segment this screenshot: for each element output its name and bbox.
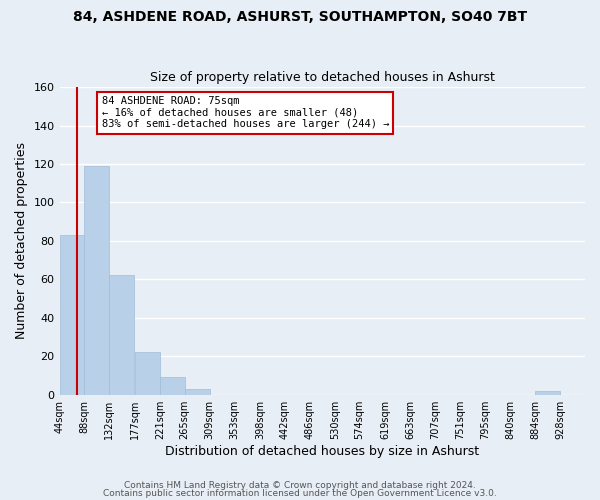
Text: Contains public sector information licensed under the Open Government Licence v3: Contains public sector information licen… — [103, 488, 497, 498]
Bar — [160, 378, 185, 394]
Bar — [135, 352, 160, 395]
Text: 84, ASHDENE ROAD, ASHURST, SOUTHAMPTON, SO40 7BT: 84, ASHDENE ROAD, ASHURST, SOUTHAMPTON, … — [73, 10, 527, 24]
Bar — [185, 389, 209, 394]
Y-axis label: Number of detached properties: Number of detached properties — [15, 142, 28, 340]
Bar — [85, 166, 109, 394]
Title: Size of property relative to detached houses in Ashurst: Size of property relative to detached ho… — [150, 72, 495, 85]
Bar — [109, 276, 134, 394]
X-axis label: Distribution of detached houses by size in Ashurst: Distribution of detached houses by size … — [165, 444, 479, 458]
Text: Contains HM Land Registry data © Crown copyright and database right 2024.: Contains HM Land Registry data © Crown c… — [124, 481, 476, 490]
Bar — [535, 391, 560, 394]
Text: 84 ASHDENE ROAD: 75sqm
← 16% of detached houses are smaller (48)
83% of semi-det: 84 ASHDENE ROAD: 75sqm ← 16% of detached… — [101, 96, 389, 130]
Bar — [59, 235, 85, 394]
